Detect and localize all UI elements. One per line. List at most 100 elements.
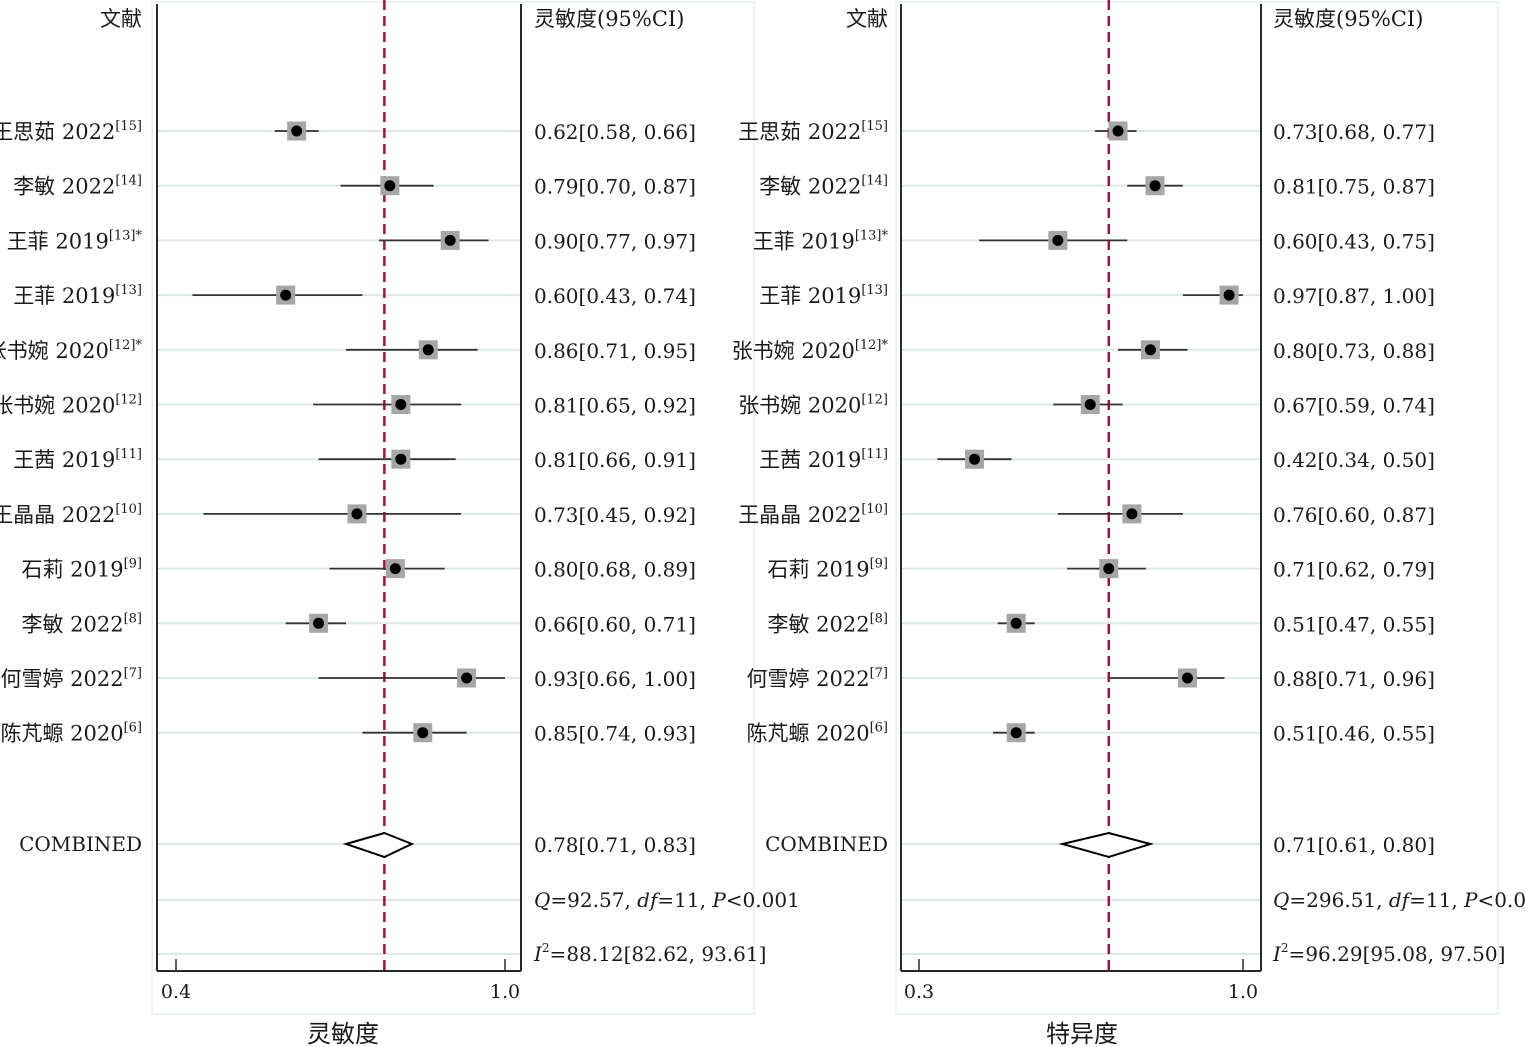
i2-value: 88.12 [566,942,623,966]
study-point-estimate [1181,672,1193,684]
study-label: 王菲 2019[13] [759,283,888,308]
p-value: 0.001 [743,888,800,912]
i2-symbol: I [533,942,543,966]
study-point-estimate [395,453,407,465]
i2-eq: = [1289,942,1306,966]
i2-superscript: 2 [1281,941,1289,955]
study-name: 王茜 2019 [13,448,115,472]
study-label: 王晶晶 2022[10] [738,502,888,527]
study-ci-value: 0.76[0.60, 0.87] [1273,503,1435,527]
study-ref: [12]* [855,338,889,353]
study-label: 张书婉 2020[12] [0,393,142,418]
study-point-estimate [1223,289,1235,301]
ci-column-header: 灵敏度(95%CI) [534,7,684,31]
heterogeneity-q: Q=296.51, df=11, P<0.001 [1273,888,1525,912]
q-sep: , [624,888,637,912]
study-name: 何雪婷 2022 [0,667,123,691]
study-label: 王菲 2019[13]* [7,228,143,253]
study-name: 王晶晶 2022 [0,503,115,527]
q-sep: , [1376,888,1389,912]
study-label: 张书婉 2020[12]* [0,338,142,363]
study-label: 李敏 2022[8] [767,611,888,636]
study-ref: [14] [115,174,142,189]
df-eq: = [1409,888,1426,912]
study-name: 李敏 2022 [759,175,861,199]
study-name: 张书婉 2020 [738,394,861,418]
study-label: 张书婉 2020[12]* [732,338,889,363]
study-ref: [12] [861,393,888,408]
study-ci-value: 0.90[0.77, 0.97] [534,229,696,253]
study-name: 石莉 2019 [21,558,123,582]
study-name: 王菲 2019 [13,284,115,308]
combined-label: COMBINED [19,832,142,856]
x-tick-label: 0.3 [904,981,934,1003]
i2-superscript: 2 [542,941,550,955]
panel-frame [151,1,755,1015]
study-ci-value: 0.60[0.43, 0.74] [534,284,696,308]
study-name: 李敏 2022 [767,612,869,636]
i2-eq: = [550,942,567,966]
combined-diamond [1058,831,1155,859]
study-ci-value: 0.97[0.87, 1.00] [1273,284,1435,308]
study-name: 陈芃螈 2020 [746,722,869,746]
combined-diamond [342,831,415,859]
study-ref: [10] [861,502,888,517]
study-ci-value: 0.93[0.66, 1.00] [534,667,696,691]
study-label: 王晶晶 2022[10] [0,502,142,527]
study-column-header: 文献 [100,7,142,31]
study-ci-value: 0.51[0.46, 0.55] [1273,722,1435,746]
p-lt: < [1478,888,1495,912]
study-point-estimate [1126,508,1138,520]
study-label: 王茜 2019[11] [13,447,142,472]
combined-ci-value: 0.71[0.61, 0.80] [1273,833,1435,857]
study-label: 李敏 2022[14] [759,174,888,199]
study-ref: [13]* [855,228,889,243]
study-label: 石莉 2019[9] [767,557,888,582]
i2-ci: [95.08, 97.50] [1363,942,1506,966]
study-ci-value: 0.80[0.68, 0.89] [534,558,696,582]
q-eq: = [550,888,567,912]
study-ref: [10] [115,502,142,517]
study-point-estimate [969,453,981,465]
heterogeneity-i2: I2=96.29[95.08, 97.50] [1272,941,1505,966]
i2-ci: [82.62, 93.61] [624,942,767,966]
study-ci-value: 0.80[0.73, 0.88] [1273,339,1435,363]
study-ref: [7] [124,666,142,681]
study-name: 何雪婷 2022 [746,667,869,691]
study-label: 何雪婷 2022[7] [0,666,142,691]
study-name: 张书婉 2020 [0,339,109,363]
heterogeneity-i2: I2=88.12[82.62, 93.61] [533,941,766,966]
x-axis-title: 特异度 [1046,1020,1118,1047]
study-ref: [15] [115,119,142,134]
study-ref: [6] [124,721,142,736]
study-point-estimate [1010,727,1022,739]
study-name: 陈芃螈 2020 [0,722,123,746]
study-ci-value: 0.67[0.59, 0.74] [1273,394,1435,418]
q-value: 296.51 [1306,888,1376,912]
study-point-estimate [389,563,401,575]
study-ci-value: 0.73[0.45, 0.92] [534,503,696,527]
study-label: 王菲 2019[13] [13,283,142,308]
study-ref: [11] [115,447,142,462]
study-ci-value: 0.42[0.34, 0.50] [1273,448,1435,472]
study-name: 张书婉 2020 [732,339,855,363]
p-sep: , [700,888,713,912]
df-value: 11 [674,888,699,912]
study-label: 陈芃螈 2020[6] [746,721,888,746]
study-point-estimate [395,399,407,410]
study-label: 王菲 2019[13]* [753,228,889,253]
q-symbol: Q [534,888,550,912]
study-ref: [14] [861,174,888,189]
study-point-estimate [384,180,396,192]
ci-column-header: 灵敏度(95%CI) [1273,7,1423,31]
study-ref: [13]* [109,228,143,243]
x-tick-label: 1.0 [490,981,520,1003]
study-label: 陈芃螈 2020[6] [0,721,142,746]
study-name: 张书婉 2020 [0,394,115,418]
combined-label: COMBINED [765,832,888,856]
study-label: 王思茹 2022[15] [738,119,888,144]
study-point-estimate [313,617,325,629]
study-label: 李敏 2022[8] [21,611,142,636]
study-point-estimate [1112,125,1124,137]
study-ref: [8] [124,611,142,626]
